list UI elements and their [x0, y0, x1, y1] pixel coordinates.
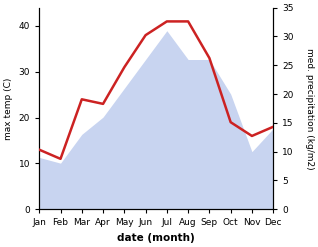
- X-axis label: date (month): date (month): [117, 233, 195, 243]
- Y-axis label: med. precipitation (kg/m2): med. precipitation (kg/m2): [305, 48, 314, 169]
- Y-axis label: max temp (C): max temp (C): [4, 77, 13, 140]
